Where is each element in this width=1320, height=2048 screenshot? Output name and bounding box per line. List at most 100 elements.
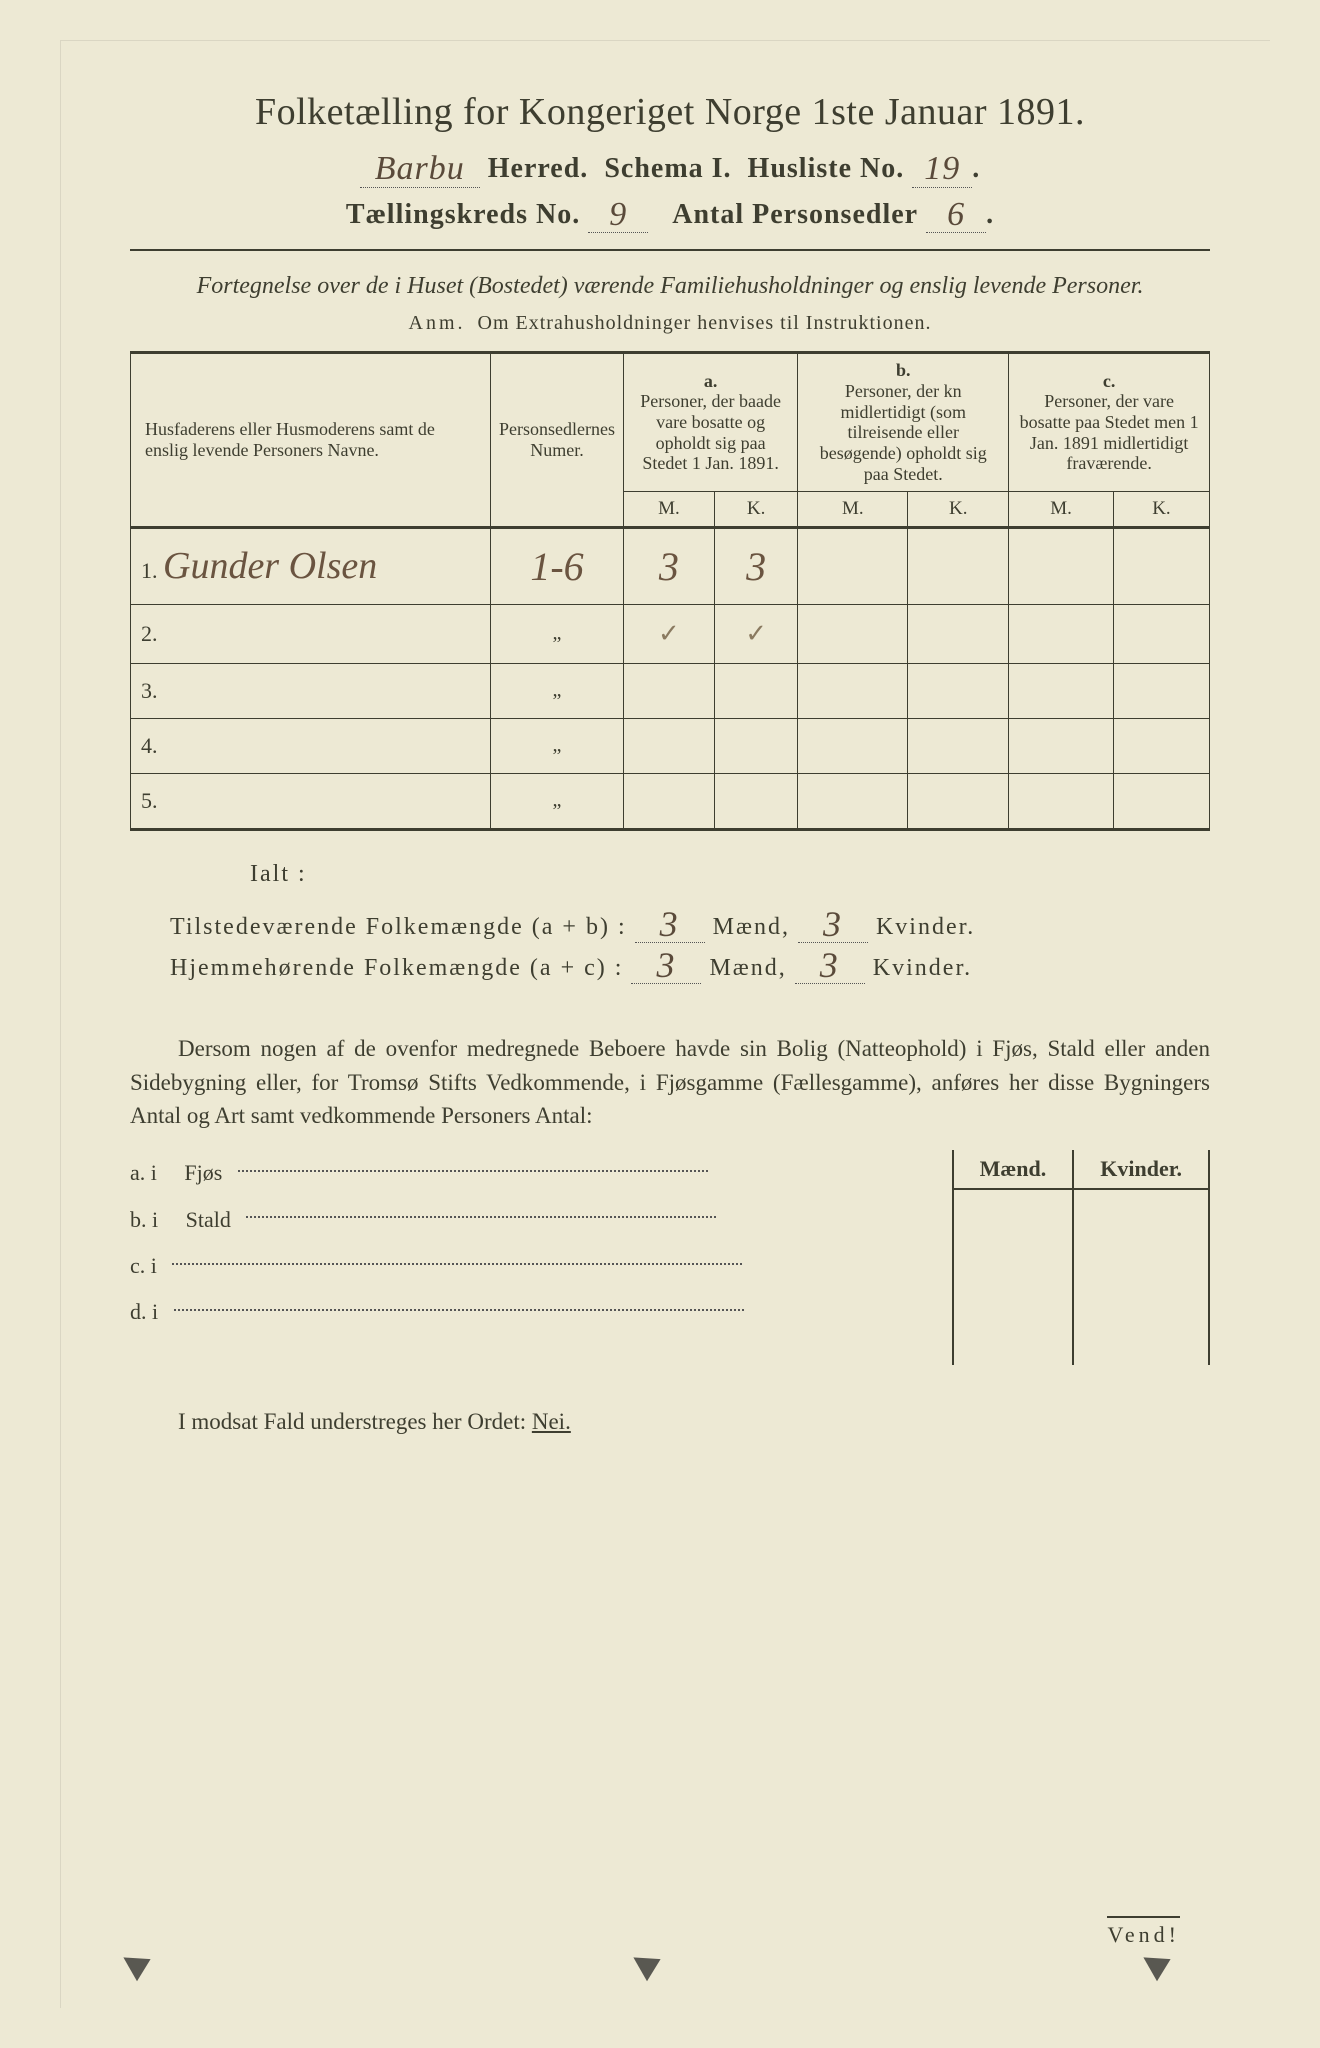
sub-a-k: K. — [714, 491, 797, 527]
cell-c-k — [1113, 663, 1209, 718]
husliste-value: 19 — [912, 154, 972, 188]
mk-cell — [953, 1321, 1074, 1365]
col-a-label: a. Personer, der baade vare bosatte og o… — [623, 353, 797, 491]
sidebuild-paragraph: Dersom nogen af de ovenfor medregnede Be… — [130, 1032, 1210, 1132]
sub-c-k: K. — [1113, 491, 1209, 527]
col-name-header: Husfaderens eller Husmoderens samt de en… — [131, 353, 491, 527]
binding-hole-icon — [120, 1954, 154, 1988]
col-c-text: Personer, der vare bosatte paa Stedet me… — [1020, 391, 1199, 473]
col-a-text: Personer, der baade vare bosatte og opho… — [640, 391, 781, 473]
sub-a-m: M. — [623, 491, 714, 527]
summary-line-ac: Hjemmehørende Folkemængde (a + c) : 3 Mæ… — [170, 947, 1210, 982]
mk-cell — [953, 1233, 1074, 1277]
cell-c-k — [1113, 773, 1209, 829]
vend-label: Vend! — [1107, 1916, 1180, 1948]
dotted-line — [246, 1216, 716, 1218]
cell-b-m — [798, 718, 908, 773]
col-b-letter: b. — [896, 360, 911, 380]
row-4: 4. — [131, 718, 491, 773]
sum-ac-k: 3 — [795, 949, 865, 984]
sum-ac-label: Hjemmehørende Folkemængde (a + c) : — [170, 955, 623, 981]
nei-word: Nei. — [532, 1409, 571, 1434]
cell-a-m — [623, 773, 714, 829]
ialt-label: Ialt : — [250, 861, 1210, 888]
cell-a-m — [623, 718, 714, 773]
nei-line: I modsat Fald understreges her Ordet: Ne… — [130, 1409, 1210, 1435]
item-name: Fjøs — [184, 1160, 222, 1185]
cell-a-k — [714, 718, 797, 773]
cell-b-k — [908, 663, 1009, 718]
table-row: 2. „ ✓ ✓ — [131, 604, 1210, 663]
sidebuild-section: a. i Fjøs b. i Stald c. i d. i Mænd. — [130, 1150, 1210, 1365]
divider — [130, 249, 1210, 251]
col-b-label: b. Personer, der kn midlertidigt (som ti… — [798, 353, 1009, 491]
mk-k-header: Kvinder. — [1073, 1150, 1209, 1189]
cell-b-m — [798, 527, 908, 604]
row-3: 3. — [131, 663, 491, 718]
mk-cell — [953, 1189, 1074, 1233]
row-5: 5. — [131, 773, 491, 829]
herred-value: Barbu — [360, 154, 480, 188]
item-label: b. i — [130, 1207, 158, 1232]
list-item: a. i Fjøs — [130, 1150, 922, 1196]
item-name: Stald — [186, 1207, 231, 1232]
table-row: 1. Gunder Olsen 1-6 3 3 — [131, 527, 1210, 604]
header-line-2: Tællingskreds No. 9 Antal Personsedler 6… — [130, 198, 1210, 232]
sidebuild-list: a. i Fjøs b. i Stald c. i d. i — [130, 1150, 922, 1335]
antal-label: Antal Personsedler — [672, 199, 918, 230]
husliste-label: Husliste No. — [748, 153, 905, 184]
cell-c-m — [1009, 773, 1114, 829]
summary-line-ab: Tilstedeværende Folkemængde (a + b) : 3 … — [170, 906, 1210, 941]
sum-ab-m: 3 — [635, 908, 705, 943]
cell-a-k: 3 — [746, 544, 766, 589]
mk-cell — [1073, 1277, 1209, 1321]
col-c-label: c. Personer, der vare bosatte paa Stedet… — [1009, 353, 1210, 491]
kreds-label: Tællingskreds No. — [346, 199, 580, 230]
sub-b-m: M. — [798, 491, 908, 527]
cell-b-k — [908, 527, 1009, 604]
cell-a-m: 3 — [659, 544, 679, 589]
table-row: 4. „ — [131, 718, 1210, 773]
cell-num: 1-6 — [530, 544, 583, 589]
dotted-line — [174, 1309, 744, 1311]
col-a-letter: a. — [704, 371, 718, 391]
cell-a-m — [623, 663, 714, 718]
cell-c-m — [1009, 663, 1114, 718]
table-row: 5. „ — [131, 773, 1210, 829]
sub-b-k: K. — [908, 491, 1009, 527]
row-idx: 1. — [141, 558, 158, 583]
antal-value: 6 — [926, 200, 986, 234]
kreds-value: 9 — [588, 200, 648, 234]
cell-num: „ — [491, 718, 624, 773]
cell-b-m — [798, 604, 908, 663]
cell-c-k — [1113, 718, 1209, 773]
cell-num: „ — [491, 773, 624, 829]
cell-a-m: ✓ — [658, 619, 680, 648]
list-item: d. i — [130, 1289, 922, 1335]
cell-c-k — [1113, 604, 1209, 663]
cell-b-k — [908, 773, 1009, 829]
binding-hole-icon — [1140, 1954, 1174, 1988]
cell-c-m — [1009, 604, 1114, 663]
cell-b-k — [908, 718, 1009, 773]
dotted-line — [172, 1263, 742, 1265]
cell-num: „ — [491, 663, 624, 718]
instruction-text: Fortegnelse over de i Huset (Bostedet) v… — [130, 271, 1210, 302]
cell-a-k — [714, 663, 797, 718]
cell-a-k — [714, 773, 797, 829]
cell-num: „ — [491, 604, 624, 663]
mk-cell — [1073, 1321, 1209, 1365]
sub-c-m: M. — [1009, 491, 1114, 527]
header-line-1: Barbu Herred. Schema I. Husliste No. 19. — [130, 152, 1210, 186]
item-label: c. i — [130, 1253, 157, 1278]
binding-hole-icon — [630, 1954, 664, 1988]
kvinder-label: Kvinder. — [876, 914, 975, 940]
mk-cell — [953, 1277, 1074, 1321]
col-b-text: Personer, der kn midlertidigt (som tilre… — [820, 381, 987, 484]
page-title: Folketælling for Kongeriget Norge 1ste J… — [130, 90, 1210, 134]
col-c-letter: c. — [1103, 371, 1116, 391]
list-item: c. i — [130, 1243, 922, 1289]
row-2: 2. — [131, 604, 491, 663]
census-table: Husfaderens eller Husmoderens samt de en… — [130, 351, 1210, 830]
mk-m-header: Mænd. — [953, 1150, 1074, 1189]
